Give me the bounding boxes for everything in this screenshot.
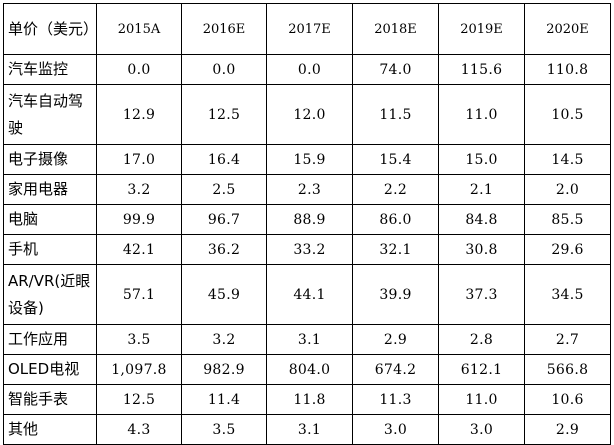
table-cell: 11.0 [438,384,525,415]
row-label: 家用电器 [3,174,97,205]
table-cell: 16.4 [181,144,267,175]
table-cell: 99.9 [96,204,182,235]
price-table: 单价（美元） 2015A 2016E 2017E 2018E 2019E 202… [3,3,611,445]
table-cell: 11.3 [352,384,439,415]
table-cell: 566.8 [524,354,611,385]
table-cell: 15.4 [352,144,439,175]
table-cell: 0.0 [181,54,267,85]
row-label: AR/VR(近眼设备) [3,264,97,325]
table-cell: 12.0 [266,84,353,145]
table-cell: 36.2 [181,234,267,265]
column-header: 2017E [266,3,353,55]
row-label: 智能手表 [3,384,97,415]
table-cell: 3.0 [352,414,439,445]
table-cell: 11.5 [352,84,439,145]
table-cell: 2.1 [438,174,525,205]
table-cell: 12.5 [96,384,182,415]
table-cell: 84.8 [438,204,525,235]
table-cell: 44.1 [266,264,353,325]
row-label: 电脑 [3,204,97,235]
column-header: 2015A [96,3,182,55]
table-cell: 10.6 [524,384,611,415]
table-row: 其他 4.3 3.5 3.1 3.0 3.0 2.9 [3,414,611,445]
table-cell: 3.5 [96,324,182,355]
table-cell: 11.4 [181,384,267,415]
table-cell: 115.6 [438,54,525,85]
row-label: 工作应用 [3,324,97,355]
table-cell: 74.0 [352,54,439,85]
table-cell: 804.0 [266,354,353,385]
table-cell: 2.5 [181,174,267,205]
row-label: 汽车监控 [3,54,97,85]
row-label: 汽车自动驾驶 [3,84,97,145]
row-label: 其他 [3,414,97,445]
table-cell: 37.3 [438,264,525,325]
table-row: 智能手表 12.5 11.4 11.8 11.3 11.0 10.6 [3,384,611,415]
column-header: 2016E [181,3,267,55]
column-header: 2019E [438,3,525,55]
column-header: 2018E [352,3,439,55]
table-cell: 2.0 [524,174,611,205]
table-cell: 110.8 [524,54,611,85]
table-row: AR/VR(近眼设备) 57.1 45.9 44.1 39.9 37.3 34.5 [3,264,611,325]
table-cell: 3.0 [438,414,525,445]
table-cell: 612.1 [438,354,525,385]
table-cell: 14.5 [524,144,611,175]
table-row: 家用电器 3.2 2.5 2.3 2.2 2.1 2.0 [3,174,611,205]
table-row: 汽车自动驾驶 12.9 12.5 12.0 11.5 11.0 10.5 [3,84,611,145]
table-cell: 1,097.8 [96,354,182,385]
table-row: 电子摄像 17.0 16.4 15.9 15.4 15.0 14.5 [3,144,611,175]
table-cell: 57.1 [96,264,182,325]
table-cell: 11.8 [266,384,353,415]
table-cell: 30.8 [438,234,525,265]
table-cell: 4.3 [96,414,182,445]
table-row: 汽车监控 0.0 0.0 0.0 74.0 115.6 110.8 [3,54,611,85]
table-cell: 2.9 [352,324,439,355]
table-cell: 674.2 [352,354,439,385]
table-cell: 982.9 [181,354,267,385]
table-cell: 85.5 [524,204,611,235]
table-cell: 86.0 [352,204,439,235]
table-cell: 2.8 [438,324,525,355]
table-cell: 2.9 [524,414,611,445]
table-cell: 45.9 [181,264,267,325]
table-cell: 33.2 [266,234,353,265]
table-row: 手机 42.1 36.2 33.2 32.1 30.8 29.6 [3,234,611,265]
table-cell: 3.1 [266,414,353,445]
column-header: 2020E [524,3,611,55]
table-cell: 32.1 [352,234,439,265]
table-row: 工作应用 3.5 3.2 3.1 2.9 2.8 2.7 [3,324,611,355]
table-cell: 3.2 [181,324,267,355]
table-cell: 42.1 [96,234,182,265]
table-cell: 15.0 [438,144,525,175]
corner-label: 单价（美元） [3,3,97,55]
table-cell: 0.0 [266,54,353,85]
table-cell: 2.7 [524,324,611,355]
row-label: 电子摄像 [3,144,97,175]
table-cell: 39.9 [352,264,439,325]
header-row: 单价（美元） 2015A 2016E 2017E 2018E 2019E 202… [3,3,611,55]
table-cell: 3.1 [266,324,353,355]
table-cell: 0.0 [96,54,182,85]
table-row: OLED电视 1,097.8 982.9 804.0 674.2 612.1 566.8 [3,354,611,385]
table-cell: 15.9 [266,144,353,175]
table-cell: 12.9 [96,84,182,145]
table-cell: 96.7 [181,204,267,235]
table-cell: 2.3 [266,174,353,205]
table-cell: 29.6 [524,234,611,265]
table-cell: 3.5 [181,414,267,445]
row-label: OLED电视 [3,354,97,385]
table-cell: 12.5 [181,84,267,145]
table-cell: 11.0 [438,84,525,145]
table-cell: 88.9 [266,204,353,235]
table-row: 电脑 99.9 96.7 88.9 86.0 84.8 85.5 [3,204,611,235]
row-label: 手机 [3,234,97,265]
table-cell: 17.0 [96,144,182,175]
table-cell: 10.5 [524,84,611,145]
table-cell: 2.2 [352,174,439,205]
table-cell: 34.5 [524,264,611,325]
table-cell: 3.2 [96,174,182,205]
